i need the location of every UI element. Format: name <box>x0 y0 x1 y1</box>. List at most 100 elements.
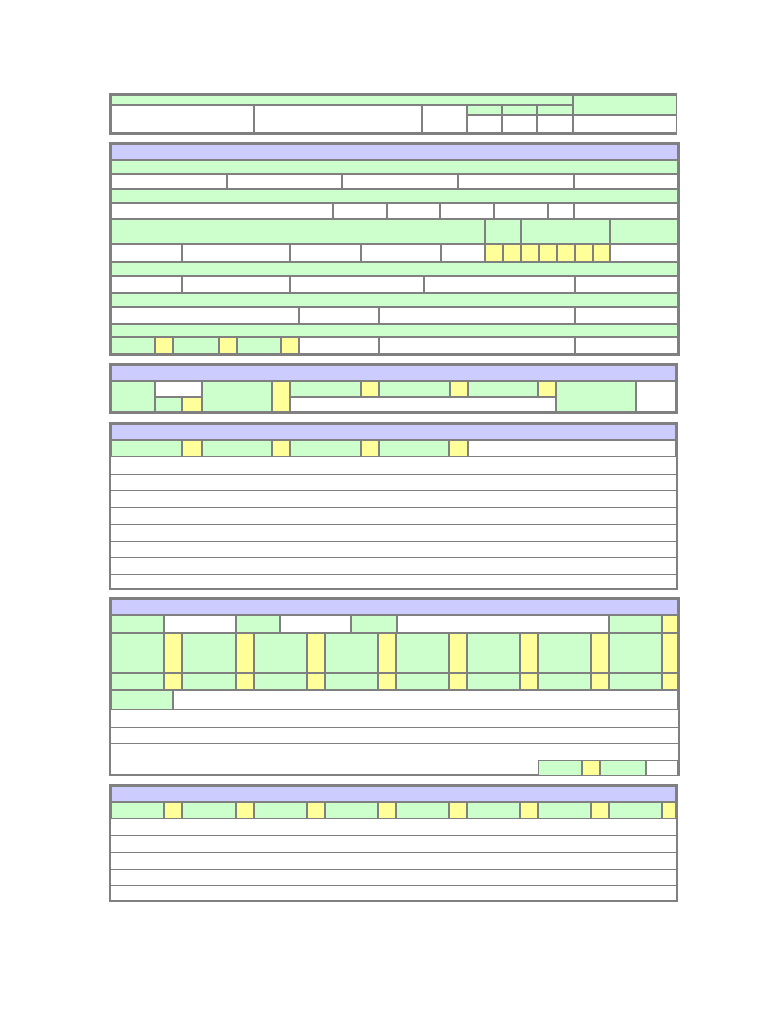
details-row-1-field-1[interactable] <box>111 174 227 189</box>
options-field-1[interactable] <box>155 381 202 397</box>
list-2-row[interactable] <box>111 869 676 870</box>
details-row-2-field-7[interactable] <box>574 203 678 219</box>
details-row-3-field-1[interactable] <box>111 244 182 262</box>
details-option-checkbox-1[interactable] <box>155 337 173 354</box>
details-row-2-field-5[interactable] <box>494 203 548 219</box>
header-right-field[interactable] <box>573 115 677 133</box>
details-row-2-field-6[interactable] <box>548 203 574 219</box>
grid-row-checkbox[interactable] <box>449 673 467 690</box>
grid-col-checkbox[interactable] <box>236 633 254 673</box>
list-1-row[interactable] <box>111 574 676 575</box>
grid-row-checkbox[interactable] <box>591 673 609 690</box>
details-row-5-field-3[interactable] <box>379 307 575 324</box>
header-field-3[interactable] <box>422 105 467 133</box>
grid-row-checkbox[interactable] <box>378 673 396 690</box>
options-checkbox-5[interactable] <box>538 381 556 397</box>
details-row-6-field-2[interactable] <box>379 337 575 354</box>
details-row-6-field-3[interactable] <box>575 337 678 354</box>
list-1-header-field[interactable] <box>468 440 676 457</box>
details-row-4-field-3[interactable] <box>290 276 424 293</box>
list-2-checkbox-8[interactable] <box>662 802 676 819</box>
options-wide-field[interactable] <box>290 397 556 412</box>
list-2-row[interactable] <box>111 852 676 853</box>
list-2-row[interactable] <box>111 835 676 836</box>
grid-notes-row[interactable] <box>111 727 678 728</box>
grid-notes-field[interactable] <box>173 690 678 710</box>
details-row-3-field-5[interactable] <box>441 244 485 262</box>
list-1-row[interactable] <box>111 490 676 491</box>
details-row-3-field-3[interactable] <box>290 244 361 262</box>
grid-row-checkbox[interactable] <box>307 673 325 690</box>
header-sub-field-1[interactable] <box>467 115 502 133</box>
list-1-checkbox-4[interactable] <box>449 440 468 457</box>
details-row-1-field-5[interactable] <box>574 174 678 189</box>
details-row-2-field-1[interactable] <box>111 203 333 219</box>
details-row-6-field-1[interactable] <box>299 337 379 354</box>
details-checkbox-4[interactable] <box>539 244 557 262</box>
grid-col-checkbox[interactable] <box>449 633 467 673</box>
grid-col-checkbox[interactable] <box>662 633 678 673</box>
details-row-2-field-2[interactable] <box>333 203 387 219</box>
grid-col-checkbox[interactable] <box>591 633 609 673</box>
options-checkbox-1[interactable] <box>182 397 202 412</box>
list-2-checkbox-6[interactable] <box>520 802 538 819</box>
details-row-5-field-2[interactable] <box>299 307 379 324</box>
grid-col-checkbox[interactable] <box>378 633 396 673</box>
list-1-row[interactable] <box>111 557 676 558</box>
list-2-checkbox-2[interactable] <box>236 802 254 819</box>
details-checkbox-1[interactable] <box>485 244 503 262</box>
options-checkbox-2[interactable] <box>272 381 290 412</box>
list-1-checkbox-3[interactable] <box>361 440 379 457</box>
details-checkbox-5[interactable] <box>557 244 575 262</box>
list-2-checkbox-1[interactable] <box>164 802 182 819</box>
header-sub-field-2[interactable] <box>502 115 537 133</box>
list-2-row[interactable] <box>111 885 676 886</box>
details-checkbox-6[interactable] <box>575 244 593 262</box>
header-sub-field-3[interactable] <box>537 115 573 133</box>
details-row-4-field-5[interactable] <box>575 276 678 293</box>
list-2-checkbox-4[interactable] <box>378 802 396 819</box>
details-row-1-field-4[interactable] <box>458 174 574 189</box>
list-1-checkbox-1[interactable] <box>182 440 202 457</box>
grid-top-checkbox[interactable] <box>662 615 678 633</box>
grid-bottom-field[interactable] <box>646 760 678 776</box>
options-field-6[interactable] <box>636 381 676 412</box>
grid-col-checkbox[interactable] <box>307 633 325 673</box>
details-row-2-field-4[interactable] <box>440 203 494 219</box>
options-checkbox-4[interactable] <box>450 381 468 397</box>
list-1-row[interactable] <box>111 507 676 508</box>
grid-col-checkbox[interactable] <box>164 633 182 673</box>
list-1-row[interactable] <box>111 541 676 542</box>
details-option-checkbox-2[interactable] <box>219 337 237 354</box>
header-field-1[interactable] <box>111 105 254 133</box>
details-checkbox-7[interactable] <box>593 244 610 262</box>
details-checkbox-2[interactable] <box>503 244 521 262</box>
details-row-2-field-3[interactable] <box>387 203 440 219</box>
details-row-3-field-2[interactable] <box>182 244 290 262</box>
list-2-checkbox-7[interactable] <box>591 802 609 819</box>
details-row-4-field-4[interactable] <box>424 276 575 293</box>
details-row-4-field-2[interactable] <box>182 276 290 293</box>
details-row-5-field-4[interactable] <box>575 307 678 324</box>
grid-col-checkbox[interactable] <box>520 633 538 673</box>
grid-row-checkbox[interactable] <box>236 673 254 690</box>
list-1-checkbox-2[interactable] <box>272 440 290 457</box>
options-checkbox-3[interactable] <box>361 381 379 397</box>
grid-top-field-3[interactable] <box>397 615 609 633</box>
grid-bottom-checkbox[interactable] <box>582 760 600 776</box>
list-2-checkbox-3[interactable] <box>307 802 325 819</box>
grid-notes-row[interactable] <box>111 743 678 744</box>
list-2-checkbox-5[interactable] <box>449 802 467 819</box>
list-1-row[interactable] <box>111 524 676 525</box>
details-option-checkbox-3[interactable] <box>281 337 299 354</box>
details-checkbox-3[interactable] <box>521 244 539 262</box>
details-row-3-field-6[interactable] <box>610 244 678 262</box>
grid-top-field-1[interactable] <box>164 615 236 633</box>
header-field-2[interactable] <box>254 105 422 133</box>
details-row-1-field-3[interactable] <box>342 174 458 189</box>
grid-top-field-2[interactable] <box>280 615 351 633</box>
grid-row-checkbox[interactable] <box>520 673 538 690</box>
list-1-row[interactable] <box>111 474 676 475</box>
details-row-1-field-2[interactable] <box>227 174 342 189</box>
details-row-5-field-1[interactable] <box>111 307 299 324</box>
